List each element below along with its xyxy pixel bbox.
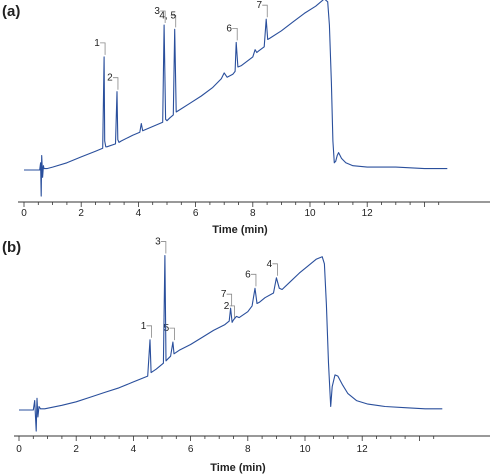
peak-label-4: 4: [267, 259, 273, 270]
peak-bracket-2: [112, 77, 119, 90]
peak-label-3: 3: [154, 6, 160, 17]
x-tick-label-6: 6: [193, 208, 199, 219]
peak-bracket-6: [232, 28, 238, 41]
peak-label-1: 1: [94, 38, 100, 49]
peak-bracket-2: [229, 305, 235, 318]
x-tick-label-12: 12: [357, 444, 369, 455]
peak-bracket-4: [272, 263, 278, 276]
peak-label-2: 2: [224, 301, 230, 312]
x-tick-label-10: 10: [304, 208, 316, 219]
peak-label-1: 1: [141, 321, 147, 332]
peak-bracket-6: [250, 273, 257, 287]
peak-label-6: 6: [245, 269, 251, 280]
peak-bracket-1: [100, 42, 106, 55]
x-tick-label-8: 8: [245, 444, 251, 455]
x-axis-title-a: Time (min): [212, 224, 268, 236]
peak-label-4-5: 4, 5: [159, 10, 176, 21]
peak-annotations-b: 1 3 5 72 6 4: [141, 237, 278, 341]
peak-bracket-3: [160, 10, 166, 23]
peak-bracket-5: [169, 327, 175, 341]
chromatogram-panel-a: (a) 0 2 4 6 8 10 12 Time (min) 123 4, 567: [2, 0, 490, 236]
x-tick-label-8: 8: [250, 208, 256, 219]
peak-label-3: 3: [155, 237, 161, 248]
x-tick-label-4: 4: [131, 444, 137, 455]
peak-label-5: 5: [164, 323, 170, 334]
x-tick-label-10: 10: [299, 444, 311, 455]
x-tick-label-6: 6: [188, 444, 194, 455]
panel-label-a: (a): [2, 3, 20, 20]
peak-label-2: 2: [107, 73, 113, 84]
x-tick-label-2: 2: [73, 444, 79, 455]
peak-label-7: 7: [221, 289, 227, 300]
peak-label-6: 6: [226, 23, 232, 34]
chromatogram-trace-a: [24, 0, 448, 197]
x-tick-label-12: 12: [362, 208, 374, 219]
peak-bracket-7: [262, 4, 268, 18]
x-axis-ticks-a: 0 2 4 6 8 10 12: [21, 202, 440, 219]
peak-label-7: 7: [256, 0, 262, 11]
x-tick-label-2: 2: [78, 208, 84, 219]
x-axis-ticks-b: 0 2 4 6 8 10 12: [16, 436, 435, 455]
chromatogram-trace-b: [19, 255, 443, 432]
peak-bracket-4-5: [170, 14, 177, 28]
x-tick-label-4: 4: [136, 208, 142, 219]
x-tick-label-0: 0: [16, 444, 22, 455]
peak-bracket-7: [226, 293, 233, 307]
x-tick-label-0: 0: [21, 208, 27, 219]
peak-bracket-1: [146, 325, 152, 338]
peak-annotations-a: 1 2 3 4, 5 6 7: [94, 0, 268, 90]
x-axis-title-b: Time (min): [210, 462, 266, 474]
peak-bracket-3: [160, 241, 167, 254]
panel-label-b: (b): [2, 239, 21, 256]
